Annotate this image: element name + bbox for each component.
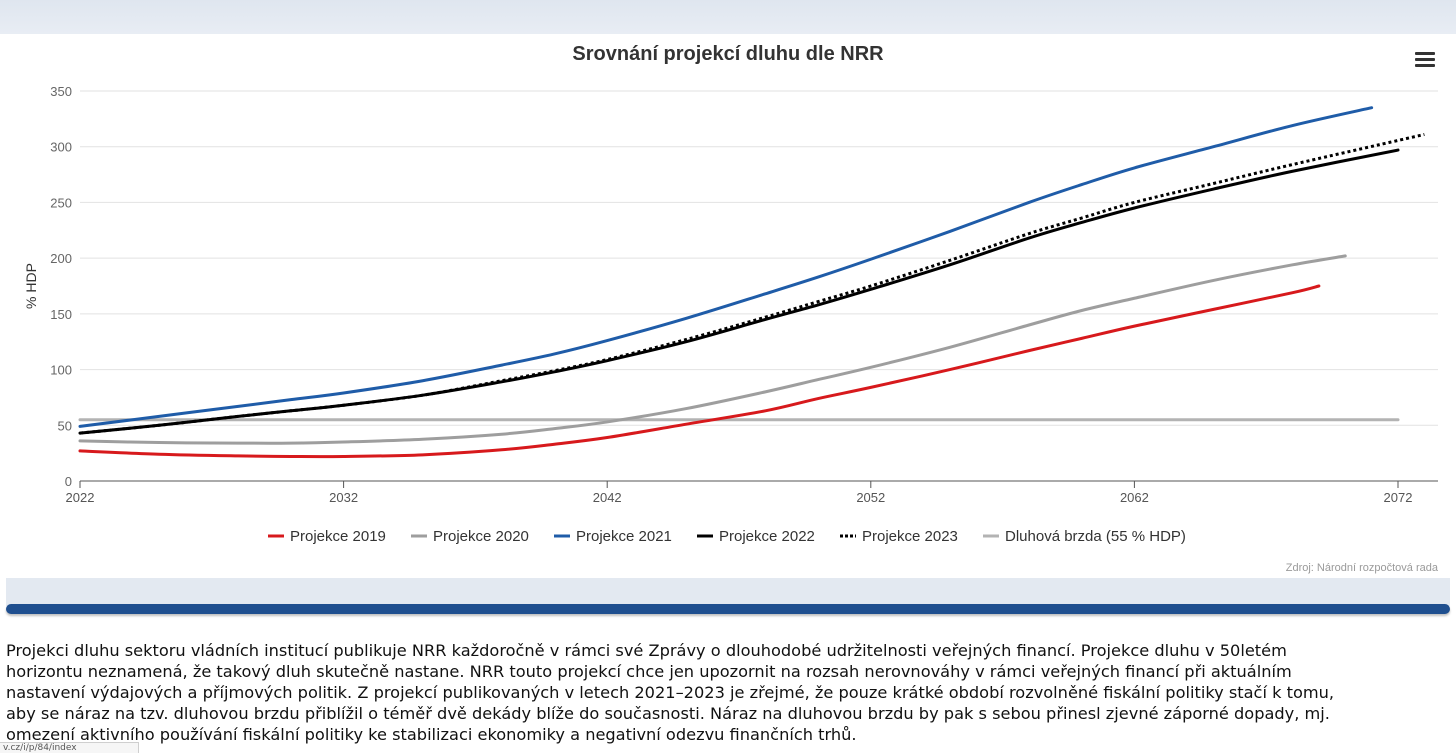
legend-item[interactable]: Projekce 2020 xyxy=(411,528,529,545)
x-tick-label: 2062 xyxy=(1120,490,1149,505)
article-line: nastavení výdajových a příjmových politi… xyxy=(6,683,1335,702)
y-tick-label: 350 xyxy=(50,84,72,99)
chart-bottom-band xyxy=(6,578,1450,606)
article-line: omezení aktivního používání fiskální pol… xyxy=(6,725,857,744)
series-line-5 xyxy=(79,132,1425,435)
x-tick-label: 2032 xyxy=(329,490,358,505)
y-tick-label: 200 xyxy=(50,251,72,266)
y-axis-label: % HDP xyxy=(23,263,39,309)
legend-label: Projekce 2020 xyxy=(433,528,529,545)
blue-separator xyxy=(6,604,1450,614)
legend-label: Dluhová brzda (55 % HDP) xyxy=(1005,528,1186,545)
article-text: Projekci dluhu sektoru vládních instituc… xyxy=(6,640,1446,745)
x-tick-label: 2072 xyxy=(1384,490,1413,505)
legend-label: Projekce 2023 xyxy=(862,528,958,545)
series-line-1 xyxy=(78,284,1321,459)
status-url: v.cz/i/p/84/index xyxy=(0,742,139,753)
y-tick-label: 0 xyxy=(65,474,72,489)
y-tick-label: 250 xyxy=(50,195,72,210)
article-line: Projekci dluhu sektoru vládních instituc… xyxy=(6,641,1287,660)
x-tick-label: 2042 xyxy=(593,490,622,505)
axis-layer: 0 50 100 150 200 250 300 350 2022 2032 2042 2052 206… xyxy=(50,84,1438,505)
legend-label: Projekce 2021 xyxy=(576,528,672,545)
series-layer xyxy=(78,106,1425,459)
legend-label: Projekce 2022 xyxy=(719,528,815,545)
legend-item[interactable]: Projekce 2019 xyxy=(268,528,386,545)
series-line-2 xyxy=(78,254,1347,445)
x-tick-label: 2022 xyxy=(66,490,95,505)
legend-item[interactable]: Projekce 2022 xyxy=(697,528,815,545)
chart-menu-icon[interactable] xyxy=(1412,50,1438,72)
legend-label: Projekce 2019 xyxy=(290,528,386,545)
y-tick-label: 300 xyxy=(50,140,72,155)
article-line: horizontu neznamená, že takový dluh skut… xyxy=(6,662,1292,681)
legend-item[interactable]: Dluhová brzda (55 % HDP) xyxy=(983,528,1186,545)
grid-layer xyxy=(80,90,1438,426)
x-tick-label: 2052 xyxy=(856,490,885,505)
chart-title: Srovnání projekcí dluhu dle NRR xyxy=(572,43,884,65)
series-line-3 xyxy=(78,106,1374,428)
top-band xyxy=(0,0,1456,34)
y-tick-label: 100 xyxy=(50,363,72,378)
legend-item[interactable]: Projekce 2023 xyxy=(840,528,958,545)
legend: Projekce 2019 Projekce 2020 Projekce 2021 P… xyxy=(268,528,1186,545)
legend-item[interactable]: Projekce 2021 xyxy=(554,528,672,545)
series-line-4 xyxy=(78,148,1400,435)
y-tick-label: 150 xyxy=(50,307,72,322)
y-tick-label: 50 xyxy=(58,418,72,433)
article-line: aby se náraz na tzv. dluhovou brzdu přib… xyxy=(6,704,1330,723)
source-note: Zdroj: Národní rozpočtová rada xyxy=(1286,562,1439,574)
debt-projection-chart: Srovnání projekcí dluhu dle NRR % HDP 0 5… xyxy=(23,43,1439,574)
